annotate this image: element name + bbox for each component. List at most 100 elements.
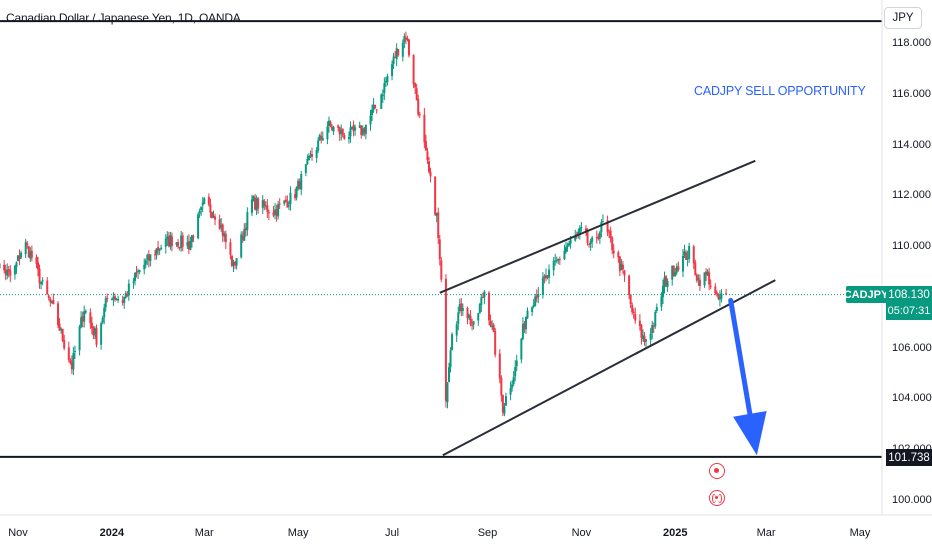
candle-body: [598, 232, 601, 239]
candle-body: [491, 326, 494, 328]
candle-body: [424, 140, 427, 151]
candle-body: [523, 323, 526, 330]
candle-body: [15, 262, 18, 268]
candle-body: [703, 272, 706, 286]
candle-body: [651, 324, 654, 333]
candle-body: [254, 197, 257, 210]
candle-body: [221, 224, 224, 236]
candle-body: [552, 260, 555, 271]
candle-body: [515, 360, 518, 367]
candle-body: [123, 297, 126, 303]
candle-body: [363, 128, 366, 133]
chart-title: Canadian Dollar / Japanese Yen, 1D, OAND…: [6, 11, 241, 25]
candle-body: [601, 221, 604, 223]
candle-body: [41, 280, 44, 282]
price-tick-label: 106.000: [892, 341, 932, 354]
candle-body: [665, 276, 668, 286]
price-tick-label: 110.000: [892, 240, 931, 253]
candle-body: [30, 250, 33, 258]
candle-body: [190, 235, 193, 242]
candle-body: [286, 202, 289, 208]
candle-body: [27, 246, 30, 258]
candle-body: [47, 295, 50, 299]
candle-body: [672, 265, 675, 277]
candle-body: [181, 235, 184, 247]
candle-body: [137, 270, 140, 272]
candle-body: [46, 280, 49, 295]
price-tick-label: 112.000: [892, 189, 931, 202]
candle-body: [354, 127, 357, 131]
candle-body: [417, 99, 420, 115]
candle-body: [609, 230, 612, 239]
price-tick-label: 104.000: [892, 392, 932, 405]
candle-body: [685, 252, 688, 260]
candle-body: [509, 387, 512, 395]
candle-body: [274, 209, 277, 215]
currency-button[interactable]: JPY: [884, 7, 922, 29]
candle-body: [661, 285, 664, 298]
candle-body: [103, 307, 106, 318]
candle-body: [698, 279, 701, 287]
candle-body: [511, 384, 514, 388]
candle-body: [649, 333, 652, 340]
candle-body: [618, 256, 621, 272]
time-tick-label: 2024: [99, 527, 125, 539]
candle-body: [503, 406, 506, 414]
candle-body: [406, 38, 409, 41]
candle-body: [466, 307, 469, 319]
candle-body: [448, 367, 451, 382]
candle-body: [60, 328, 63, 330]
sell-annotation-text[interactable]: CADJPY SELL OPPORTUNITY: [694, 84, 866, 98]
candle-body: [20, 252, 23, 258]
candle-body: [278, 203, 281, 205]
candle-body: [692, 246, 695, 264]
time-tick-label: Nov: [8, 527, 28, 539]
candle-body: [631, 304, 634, 313]
candle-body: [315, 150, 318, 158]
candle-body: [358, 125, 361, 128]
candle-body: [300, 174, 303, 190]
candle-body: [347, 137, 350, 140]
candle-body: [26, 243, 29, 246]
candle-body: [480, 297, 483, 306]
candle-body: [320, 135, 323, 139]
candle-body: [489, 321, 492, 327]
candle-body: [375, 109, 378, 111]
candle-body: [29, 251, 32, 259]
candle-body: [50, 300, 53, 304]
candle-body: [427, 161, 430, 172]
candle-body: [717, 294, 720, 299]
candle-body: [261, 199, 264, 208]
candle-body: [49, 298, 52, 303]
candle-body: [58, 323, 61, 331]
bar-countdown: 05:07:31: [887, 305, 931, 317]
drawing-layer: [0, 20, 882, 458]
candle-body: [149, 254, 152, 262]
dividend-event-icon[interactable]: [709, 463, 725, 479]
candle-body: [318, 135, 321, 141]
candle-body: [304, 164, 307, 174]
candle-body: [588, 243, 591, 245]
candle-body: [554, 260, 557, 262]
candle-body: [671, 265, 674, 280]
candle-body: [535, 295, 538, 299]
candle-body: [381, 94, 384, 97]
candle-body: [578, 228, 581, 234]
candle-body: [392, 56, 395, 64]
candle-body: [209, 204, 212, 213]
candle-body: [244, 227, 247, 231]
candle-body: [147, 254, 150, 261]
candle-body: [541, 277, 544, 295]
candle-body: [483, 291, 486, 298]
candle-body: [337, 125, 340, 128]
candle-body: [414, 82, 417, 88]
split-event-icon[interactable]: [709, 490, 725, 506]
candle-body: [232, 262, 235, 265]
candle-body: [326, 126, 329, 140]
candle-body: [135, 272, 138, 274]
candle-body: [478, 304, 481, 314]
candle-body: [638, 320, 641, 327]
candle-body: [434, 176, 437, 215]
candle-body: [688, 245, 691, 259]
